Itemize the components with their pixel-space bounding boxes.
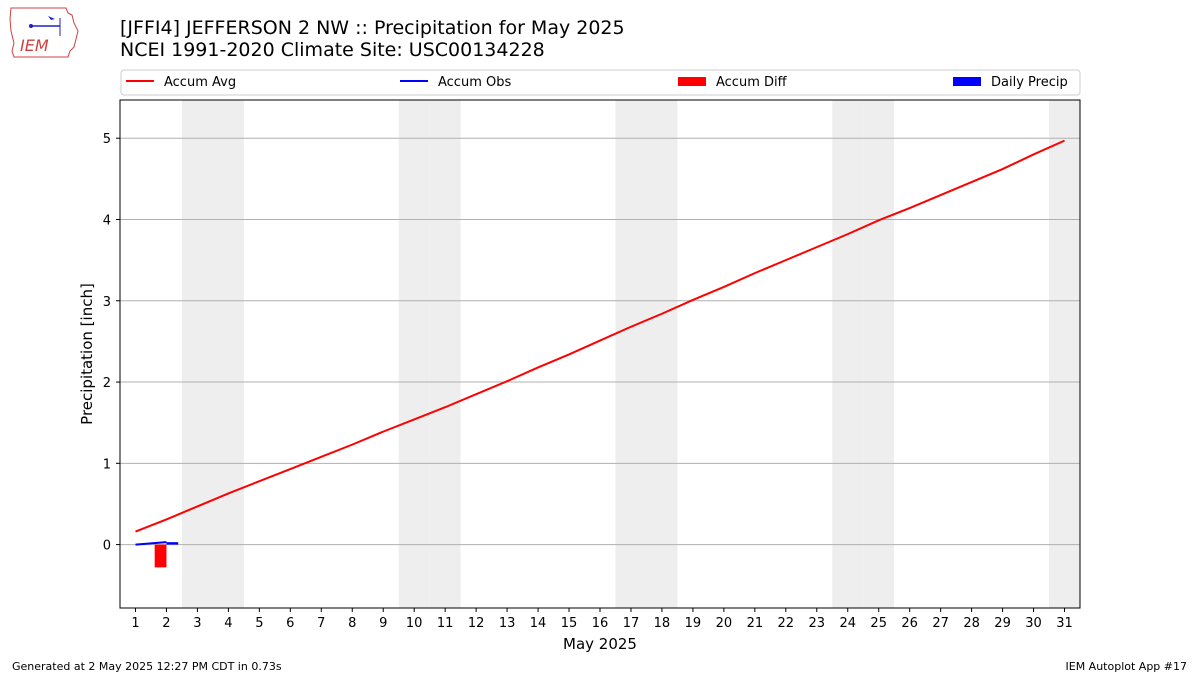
x-tick-label: 11 xyxy=(437,616,454,631)
weekend-shade-band xyxy=(181,100,213,608)
weekend-shading xyxy=(181,100,1080,608)
x-tick-label: 25 xyxy=(870,616,887,631)
x-tick-label: 22 xyxy=(778,616,795,631)
y-tick-label: 4 xyxy=(103,213,111,228)
x-tick-label: 16 xyxy=(592,616,609,631)
x-tick-label: 7 xyxy=(317,616,325,631)
gridlines xyxy=(120,137,1080,546)
title-line-1: [JFFI4] JEFFERSON 2 NW :: Precipitation … xyxy=(120,17,625,39)
x-tick-label: 30 xyxy=(1025,616,1042,631)
x-tick-label: 9 xyxy=(379,616,387,631)
x-tick-label: 18 xyxy=(654,616,671,631)
iem-logo: IEM xyxy=(8,5,80,63)
x-tick-label: 2 xyxy=(162,616,170,631)
x-tick-label: 14 xyxy=(530,616,547,631)
weekend-shade-band xyxy=(429,100,461,608)
y-tick-label: 3 xyxy=(103,295,111,310)
legend-label: Accum Avg xyxy=(164,75,236,90)
x-tick-label: 27 xyxy=(932,616,949,631)
y-axis-ticks: 0 1 2 3 4 5 xyxy=(103,132,120,554)
legend-label: Accum Obs xyxy=(438,75,511,90)
weekend-shade-band xyxy=(832,100,864,608)
title-line-2: NCEI 1991-2020 Climate Site: USC00134228 xyxy=(120,39,545,61)
chart-title: [JFFI4] JEFFERSON 2 NW :: Precipitation … xyxy=(120,17,625,61)
x-tick-label: 20 xyxy=(716,616,733,631)
lines xyxy=(135,139,1065,546)
weekend-shade-band xyxy=(1049,100,1080,608)
x-tick-label: 17 xyxy=(623,616,640,631)
daily-precip-bar xyxy=(166,542,179,545)
x-tick-label: 29 xyxy=(994,616,1011,631)
y-tick-label: 5 xyxy=(103,132,111,147)
legend-swatch xyxy=(953,77,981,86)
legend-label: Accum Diff xyxy=(716,75,788,90)
legend-swatch xyxy=(678,77,706,86)
x-tick-label: 1 xyxy=(131,616,139,631)
x-tick-label: 31 xyxy=(1056,616,1073,631)
logo-text: IEM xyxy=(20,36,49,55)
accum-avg-line xyxy=(135,139,1065,533)
x-axis-ticks: 1 2 3 4 5 6 7 8 9 10 11 12 13 14 15 16 17 18 19 20 21 22 23 24 2… xyxy=(131,608,1073,631)
y-tick-label: 2 xyxy=(103,376,111,391)
x-tick-label: 10 xyxy=(406,616,423,631)
accum-obs-line xyxy=(135,541,167,546)
x-tick-label: 6 xyxy=(286,616,294,631)
legend-box xyxy=(120,69,1081,96)
weekend-shade-band xyxy=(646,100,678,608)
bars xyxy=(154,542,179,568)
x-tick-label: 15 xyxy=(561,616,578,631)
weekend-shade-band xyxy=(615,100,647,608)
x-tick-label: 13 xyxy=(499,616,516,631)
y-axis-label: Precipitation [inch] xyxy=(78,283,96,425)
y-tick-label: 1 xyxy=(103,457,111,472)
x-tick-label: 28 xyxy=(963,616,980,631)
x-axis-label: May 2025 xyxy=(563,635,637,653)
x-tick-label: 3 xyxy=(193,616,201,631)
x-tick-label: 5 xyxy=(255,616,263,631)
x-tick-label: 4 xyxy=(224,616,232,631)
app-credit: IEM Autoplot App #17 xyxy=(1065,660,1188,673)
x-tick-label: 19 xyxy=(685,616,702,631)
generated-timestamp: Generated at 2 May 2025 12:27 PM CDT in … xyxy=(12,660,282,673)
accum-diff-bar xyxy=(154,544,167,568)
x-tick-label: 8 xyxy=(348,616,356,631)
plot-frame xyxy=(119,99,1081,609)
weekend-shade-band xyxy=(212,100,244,608)
y-tick-label: 0 xyxy=(103,539,111,554)
x-tick-label: 24 xyxy=(839,616,856,631)
legend-label: Daily Precip xyxy=(991,75,1068,90)
x-tick-label: 23 xyxy=(809,616,826,631)
weekend-shade-band xyxy=(398,100,430,608)
x-tick-label: 21 xyxy=(747,616,764,631)
x-tick-label: 12 xyxy=(468,616,485,631)
x-tick-label: 26 xyxy=(901,616,918,631)
weekend-shade-band xyxy=(863,100,895,608)
legend: Accum Avg Accum Obs Accum Diff Daily Precip xyxy=(120,69,1081,96)
